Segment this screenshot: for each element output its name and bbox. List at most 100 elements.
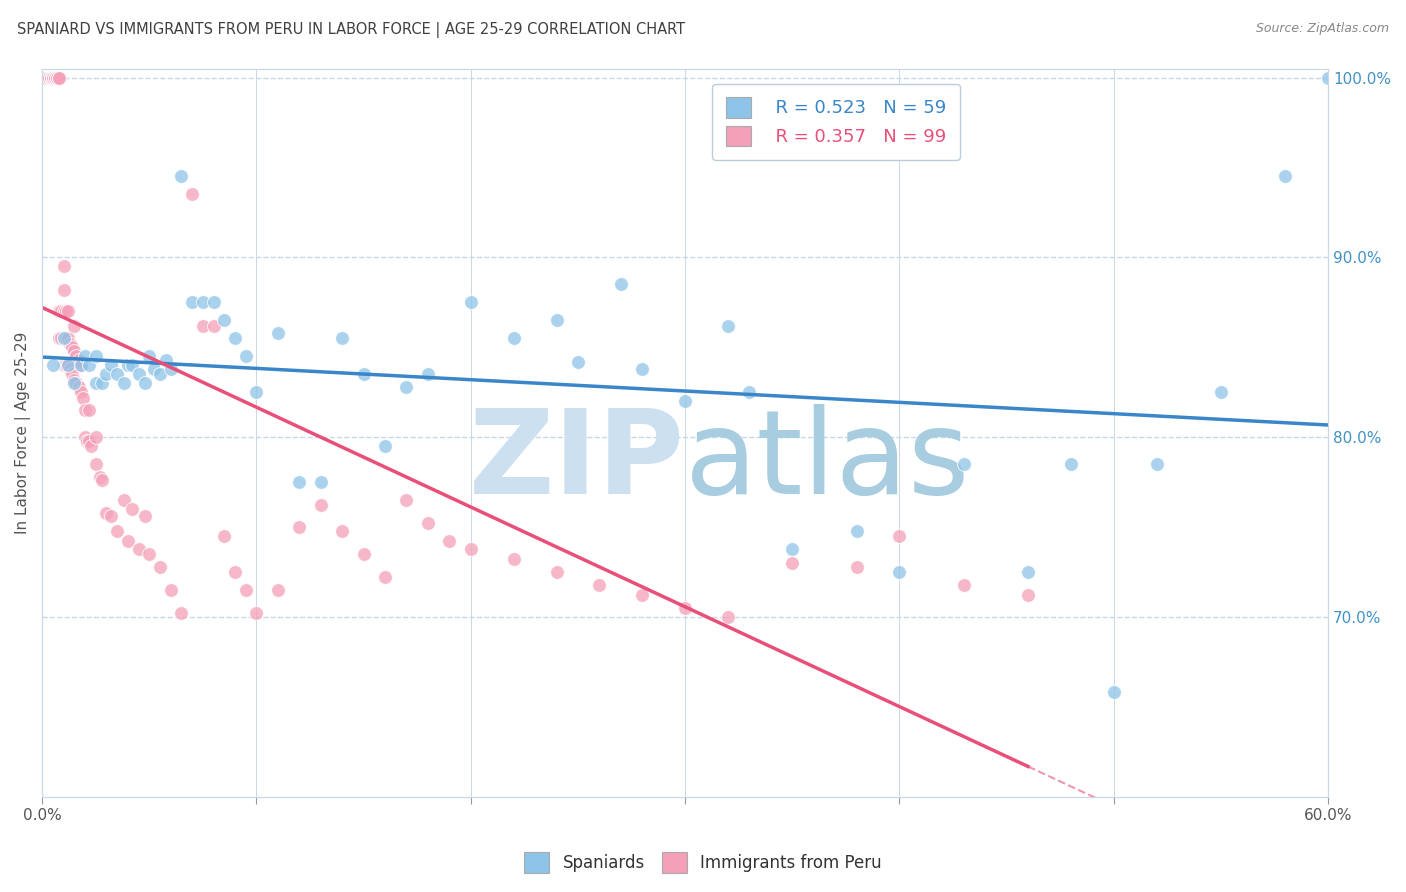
Point <box>138 547 160 561</box>
Point <box>73 430 96 444</box>
Y-axis label: In Labor Force | Age 25-29: In Labor Force | Age 25-29 <box>15 332 31 533</box>
Point <box>159 361 181 376</box>
Point <box>631 361 654 376</box>
Point <box>117 358 139 372</box>
Point <box>202 318 225 333</box>
Text: Source: ZipAtlas.com: Source: ZipAtlas.com <box>1256 22 1389 36</box>
Point <box>460 295 482 310</box>
Point <box>738 385 761 400</box>
Point <box>1274 169 1296 184</box>
Point <box>63 373 86 387</box>
Point <box>121 358 143 372</box>
Point <box>1317 70 1340 85</box>
Point <box>1060 457 1083 471</box>
Point <box>374 439 396 453</box>
Point <box>889 529 911 543</box>
Point <box>69 358 91 372</box>
Point <box>1017 588 1039 602</box>
Point <box>44 70 66 85</box>
Point <box>42 70 65 85</box>
Point <box>100 509 122 524</box>
Point <box>51 331 73 345</box>
Point <box>117 534 139 549</box>
Point <box>395 493 418 508</box>
Point <box>46 70 69 85</box>
Point <box>77 403 100 417</box>
Point <box>235 349 257 363</box>
Point <box>63 343 86 358</box>
Point <box>48 304 70 318</box>
Point <box>717 318 740 333</box>
Point <box>288 520 311 534</box>
Point <box>610 277 633 292</box>
Point <box>1146 457 1168 471</box>
Point <box>52 358 75 372</box>
Point <box>63 376 86 391</box>
Point <box>48 70 70 85</box>
Point <box>782 541 804 556</box>
Text: SPANIARD VS IMMIGRANTS FROM PERU IN LABOR FORCE | AGE 25-29 CORRELATION CHART: SPANIARD VS IMMIGRANTS FROM PERU IN LABO… <box>17 22 685 38</box>
Point <box>546 565 568 579</box>
Point <box>546 313 568 327</box>
Point <box>69 385 91 400</box>
Point <box>48 331 70 345</box>
Point <box>44 70 66 85</box>
Point <box>235 582 257 597</box>
Point <box>39 70 62 85</box>
Point <box>52 304 75 318</box>
Point <box>76 434 98 448</box>
Point <box>134 509 156 524</box>
Point <box>181 295 204 310</box>
Point <box>889 565 911 579</box>
Point <box>65 349 87 363</box>
Point <box>96 506 118 520</box>
Point <box>65 376 87 391</box>
Point <box>46 70 69 85</box>
Point <box>673 600 696 615</box>
Point <box>181 187 204 202</box>
Point <box>416 367 439 381</box>
Point <box>80 439 103 453</box>
Point <box>100 358 122 372</box>
Point <box>631 588 654 602</box>
Point <box>77 434 100 448</box>
Point <box>245 607 267 621</box>
Point <box>44 70 66 85</box>
Point <box>55 304 77 318</box>
Point <box>845 559 868 574</box>
Point <box>952 577 974 591</box>
Point <box>52 260 75 274</box>
Point <box>214 313 236 327</box>
Point <box>1209 385 1232 400</box>
Point <box>38 70 60 85</box>
Point <box>673 394 696 409</box>
Point <box>59 336 82 351</box>
Point <box>567 354 589 368</box>
Point <box>42 70 65 85</box>
Point <box>121 502 143 516</box>
Point <box>159 582 181 597</box>
Point <box>52 283 75 297</box>
Point <box>267 582 290 597</box>
Point <box>330 524 353 538</box>
Point <box>72 391 94 405</box>
Point <box>38 70 60 85</box>
Point <box>155 352 177 367</box>
Point <box>91 473 114 487</box>
Point <box>267 326 290 340</box>
Point <box>245 385 267 400</box>
Point <box>73 349 96 363</box>
Point <box>170 169 193 184</box>
Point <box>56 304 79 318</box>
Legend: Spaniards, Immigrants from Peru: Spaniards, Immigrants from Peru <box>517 846 889 880</box>
Point <box>60 367 83 381</box>
Point <box>46 70 69 85</box>
Point <box>202 295 225 310</box>
Text: ZIP: ZIP <box>470 404 685 519</box>
Point <box>105 367 128 381</box>
Point <box>39 70 62 85</box>
Point <box>149 559 172 574</box>
Point <box>1017 565 1039 579</box>
Point <box>67 352 90 367</box>
Point <box>52 331 75 345</box>
